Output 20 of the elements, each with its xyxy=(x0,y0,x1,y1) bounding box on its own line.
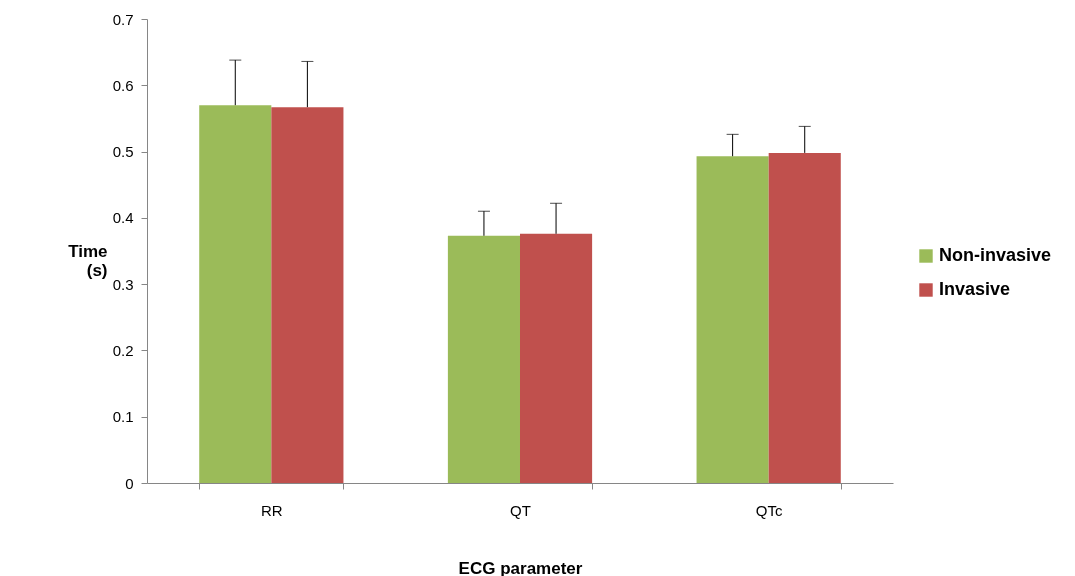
y-tick-label: 0.7 xyxy=(112,10,134,28)
x-tick-label: QT xyxy=(510,501,531,519)
y-tick-label: 0.1 xyxy=(112,408,134,426)
bar xyxy=(696,156,769,483)
bar xyxy=(271,107,344,483)
y-tick-label: 0.5 xyxy=(112,143,134,161)
bar xyxy=(768,152,841,483)
y-tick-label: 0.3 xyxy=(112,275,134,293)
y-tick-label: 0.2 xyxy=(112,341,134,359)
bar xyxy=(520,233,593,483)
x-tick-label: QTc xyxy=(755,501,783,519)
y-tick-label: 0 xyxy=(125,474,134,492)
x-tick-label: RR xyxy=(261,501,283,519)
bar xyxy=(447,235,520,483)
bar xyxy=(199,105,272,483)
y-axis-title: Time (s) xyxy=(68,241,108,280)
legend-label: Invasive xyxy=(939,279,1011,299)
legend-label: Non-invasive xyxy=(939,245,1052,265)
y-tick-label: 0.4 xyxy=(112,209,134,227)
y-tick-label: 0.6 xyxy=(112,76,134,94)
